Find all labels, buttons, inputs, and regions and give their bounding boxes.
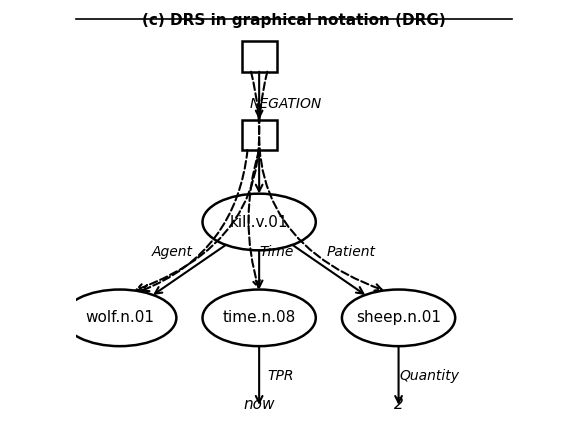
Text: 2: 2 xyxy=(394,397,403,412)
FancyArrowPatch shape xyxy=(256,250,262,287)
Text: Agent: Agent xyxy=(152,246,192,259)
FancyArrowPatch shape xyxy=(395,346,402,403)
Text: Quantity: Quantity xyxy=(399,369,459,383)
FancyArrowPatch shape xyxy=(292,245,363,293)
FancyArrowPatch shape xyxy=(256,346,262,403)
FancyArrowPatch shape xyxy=(136,71,259,290)
FancyArrowPatch shape xyxy=(142,150,248,291)
Text: Time: Time xyxy=(259,246,294,259)
Text: kill.v.01: kill.v.01 xyxy=(230,214,288,230)
FancyArrowPatch shape xyxy=(259,71,382,290)
Text: TPR: TPR xyxy=(268,369,294,383)
FancyArrowPatch shape xyxy=(249,150,260,287)
Text: sheep.n.01: sheep.n.01 xyxy=(356,310,441,325)
Text: NEGATION: NEGATION xyxy=(249,97,322,111)
Text: wolf.n.01: wolf.n.01 xyxy=(85,310,154,325)
FancyArrowPatch shape xyxy=(155,245,226,293)
Text: time.n.08: time.n.08 xyxy=(222,310,296,325)
FancyArrowPatch shape xyxy=(256,71,262,117)
Text: (c) DRS in graphical notation (DRG): (c) DRS in graphical notation (DRG) xyxy=(142,13,446,28)
FancyArrowPatch shape xyxy=(256,150,262,191)
Text: now: now xyxy=(243,397,275,412)
Text: Patient: Patient xyxy=(326,246,375,259)
